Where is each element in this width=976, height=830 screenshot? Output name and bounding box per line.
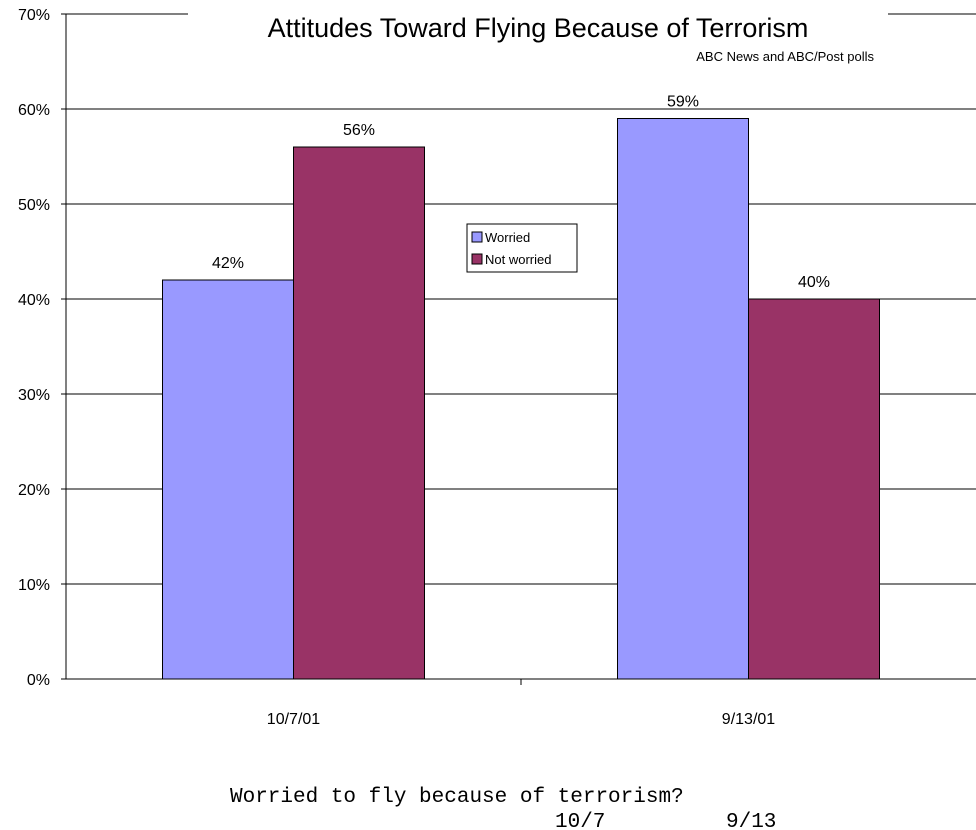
y-tick-label: 50% [18,197,50,214]
legend-label: Not worried [485,252,551,267]
x-tick-label: 9/13/01 [722,711,775,728]
data-label: 40% [798,274,830,291]
chart-title: Attitudes Toward Flying Because of Terro… [268,13,809,43]
y-tick-label: 60% [18,102,50,119]
bar-worried [617,118,749,680]
x-tick-labels: 10/7/01 9/13/01 [267,711,775,728]
data-label: 42% [212,255,244,272]
legend-label: Worried [485,230,530,245]
bar-not-worried [293,146,425,680]
legend-swatch [471,253,483,265]
bars [162,118,880,680]
x-tick-label: 10/7/01 [267,711,320,728]
y-tick-label: 70% [18,7,50,24]
y-tick-label: 30% [18,387,50,404]
footer-col-2: 9/13 [726,811,776,830]
legend-box [466,223,578,273]
y-tick-label: 10% [18,577,50,594]
bar-not-worried [748,298,880,680]
legend-swatch [471,231,483,243]
data-label: 59% [667,94,699,111]
title-background [188,4,888,44]
footer-col-1: 10/7 [555,811,605,830]
y-tick-label: 0% [27,672,50,689]
y-tick-labels: 0% 10% 20% 30% 40% 50% 60% 70% [18,7,66,689]
y-tick-label: 40% [18,292,50,309]
y-tick-label: 20% [18,482,50,499]
data-labels: 42% 56% 59% 40% [212,94,830,292]
bar-worried [162,279,294,680]
chart-subtitle: ABC News and ABC/Post polls [696,49,874,64]
axes [65,14,976,685]
footer-question: Worried to fly because of terrorism? [230,786,684,809]
data-label: 56% [343,122,375,139]
legend: Worried Not worried [466,223,578,273]
